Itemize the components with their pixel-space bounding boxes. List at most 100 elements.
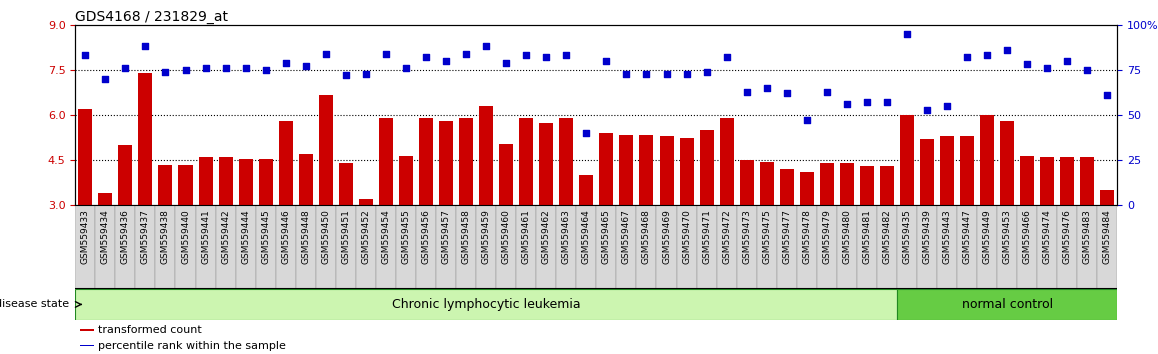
- Point: [1058, 58, 1077, 64]
- Point: [337, 73, 356, 78]
- Bar: [235, 205, 256, 289]
- Point: [878, 99, 896, 105]
- Text: GSM559441: GSM559441: [201, 210, 210, 264]
- Point: [236, 65, 255, 71]
- Point: [397, 65, 416, 71]
- Bar: [178, 165, 192, 205]
- Point: [818, 89, 836, 95]
- Bar: [616, 205, 637, 289]
- Text: GSM559477: GSM559477: [783, 210, 791, 264]
- Text: GSM559467: GSM559467: [622, 210, 631, 264]
- Bar: [600, 133, 614, 205]
- Text: GSM559464: GSM559464: [581, 210, 591, 264]
- Bar: [276, 205, 295, 289]
- Bar: [196, 205, 215, 289]
- Bar: [279, 121, 293, 205]
- Point: [376, 51, 395, 57]
- Bar: [1080, 157, 1094, 205]
- Text: GSM559438: GSM559438: [161, 210, 170, 264]
- Bar: [857, 205, 877, 289]
- Bar: [536, 205, 556, 289]
- Bar: [960, 136, 974, 205]
- Bar: [1061, 157, 1075, 205]
- Bar: [717, 205, 736, 289]
- Bar: [1098, 205, 1117, 289]
- Bar: [479, 106, 493, 205]
- Bar: [258, 159, 272, 205]
- Text: GSM559472: GSM559472: [723, 210, 731, 264]
- Bar: [219, 157, 233, 205]
- Point: [858, 99, 877, 105]
- Point: [958, 55, 976, 60]
- Bar: [1057, 205, 1077, 289]
- Bar: [396, 205, 416, 289]
- Point: [697, 69, 716, 75]
- Text: GSM559469: GSM559469: [662, 210, 670, 264]
- Point: [938, 103, 957, 109]
- Text: GSM559454: GSM559454: [381, 210, 390, 264]
- Text: GSM559479: GSM559479: [822, 210, 831, 264]
- Text: GSM559440: GSM559440: [181, 210, 190, 264]
- Text: GSM559439: GSM559439: [923, 210, 931, 264]
- Text: GSM559463: GSM559463: [562, 210, 571, 264]
- Point: [217, 65, 235, 71]
- Bar: [997, 205, 1017, 289]
- Text: disease state: disease state: [0, 299, 69, 309]
- Bar: [215, 205, 235, 289]
- Bar: [860, 166, 874, 205]
- Point: [897, 31, 916, 37]
- Bar: [295, 205, 316, 289]
- Bar: [419, 118, 433, 205]
- Text: GSM559482: GSM559482: [882, 210, 892, 264]
- Text: GSM559484: GSM559484: [1102, 210, 1112, 264]
- Bar: [577, 205, 596, 289]
- Text: GSM559470: GSM559470: [682, 210, 691, 264]
- Bar: [837, 205, 857, 289]
- Bar: [476, 205, 496, 289]
- Point: [777, 91, 796, 96]
- Bar: [639, 135, 653, 205]
- Bar: [456, 205, 476, 289]
- Point: [757, 85, 776, 91]
- Point: [437, 58, 455, 64]
- Bar: [359, 199, 373, 205]
- Text: GSM559449: GSM559449: [983, 210, 991, 264]
- Bar: [499, 144, 513, 205]
- Text: GSM559437: GSM559437: [141, 210, 149, 264]
- Bar: [579, 175, 593, 205]
- Bar: [118, 145, 132, 205]
- Bar: [559, 118, 573, 205]
- Text: GSM559481: GSM559481: [863, 210, 872, 264]
- Point: [1078, 67, 1097, 73]
- Bar: [637, 205, 657, 289]
- Bar: [1001, 121, 1014, 205]
- Bar: [496, 205, 516, 289]
- Point: [1018, 62, 1036, 67]
- Text: GSM559465: GSM559465: [602, 210, 611, 264]
- Bar: [176, 205, 196, 289]
- Bar: [155, 205, 176, 289]
- Bar: [519, 118, 533, 205]
- Point: [176, 67, 195, 73]
- Text: GSM559456: GSM559456: [422, 210, 431, 264]
- Bar: [1020, 156, 1034, 205]
- Bar: [116, 205, 135, 289]
- Bar: [439, 121, 453, 205]
- Bar: [779, 169, 793, 205]
- Bar: [95, 205, 116, 289]
- Text: GSM559473: GSM559473: [742, 210, 752, 264]
- Bar: [760, 162, 774, 205]
- Bar: [840, 163, 853, 205]
- Bar: [80, 345, 94, 347]
- Bar: [797, 205, 816, 289]
- Point: [977, 53, 996, 58]
- Text: GSM559474: GSM559474: [1043, 210, 1051, 264]
- Text: GSM559452: GSM559452: [361, 210, 371, 264]
- Point: [417, 55, 435, 60]
- Bar: [719, 118, 734, 205]
- Text: GDS4168 / 231829_at: GDS4168 / 231829_at: [75, 10, 228, 24]
- Point: [798, 118, 816, 123]
- Bar: [880, 166, 894, 205]
- Text: GSM559450: GSM559450: [321, 210, 330, 264]
- Text: GSM559475: GSM559475: [762, 210, 771, 264]
